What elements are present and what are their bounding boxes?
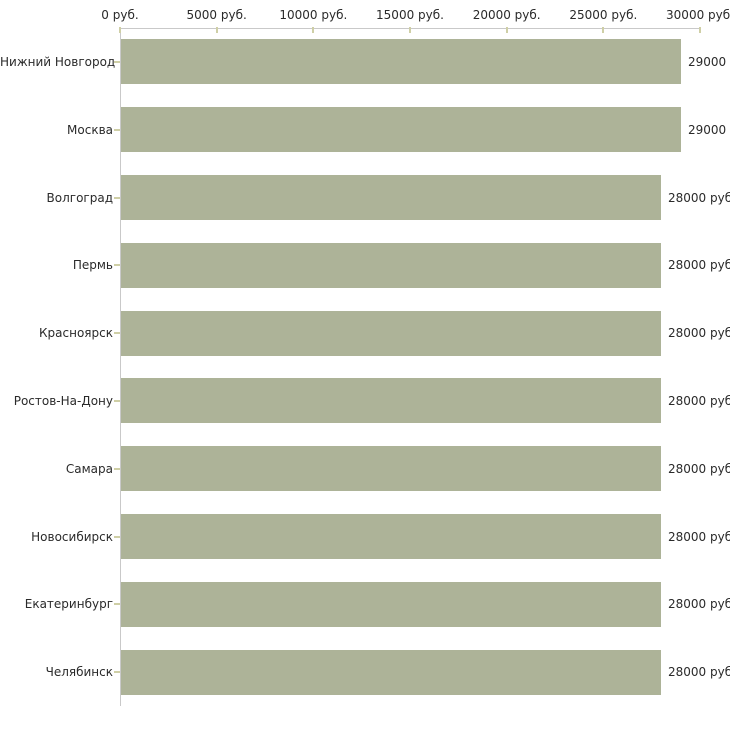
value-label: 28000 руб.: [668, 665, 730, 680]
x-axis-tick-mark: [409, 27, 411, 33]
x-axis-tick-mark: [119, 27, 121, 33]
y-axis-line: [120, 28, 121, 706]
x-axis-tick-label: 0 руб.: [101, 8, 139, 22]
value-label: 29000 руб.: [688, 54, 730, 69]
category-label: Ростов-На-Дону: [13, 393, 113, 408]
y-axis-tick-mark: [114, 535, 120, 538]
value-label: 28000 руб.: [668, 597, 730, 612]
y-axis-tick-mark: [114, 60, 120, 63]
value-label: 28000 руб.: [668, 393, 730, 408]
value-label: 28000 руб.: [668, 258, 730, 273]
bar: [121, 581, 661, 627]
bar: [121, 514, 661, 559]
y-axis-tick-mark: [114, 196, 120, 199]
bar: [121, 39, 681, 85]
bar: [121, 310, 661, 356]
y-axis-tick-mark: [114, 128, 120, 131]
bar: [121, 242, 661, 288]
value-label: 28000 руб.: [668, 529, 730, 544]
y-axis-tick-mark: [114, 671, 120, 674]
y-axis-tick-mark: [114, 603, 120, 606]
x-axis-tick-mark: [699, 27, 701, 33]
bar: [121, 175, 661, 220]
x-axis-tick-label: 10000 руб.: [279, 8, 348, 22]
bar: [121, 649, 661, 695]
x-axis-tick-mark: [602, 27, 605, 33]
value-label: 28000 руб.: [668, 461, 730, 476]
category-label: Пермь: [72, 258, 113, 273]
value-label: 28000 руб.: [668, 190, 730, 205]
category-label: Новосибирск: [31, 529, 113, 544]
category-label: Волгоград: [46, 190, 113, 205]
category-label: Нижний Новгород: [0, 54, 116, 69]
bar: [121, 107, 681, 153]
x-axis-tick-mark: [505, 27, 508, 33]
bar: [121, 378, 661, 424]
x-axis-tick-mark: [312, 27, 315, 33]
x-axis-tick-label: 25000 руб.: [569, 8, 638, 22]
y-axis-tick-mark: [114, 399, 120, 402]
category-label: Челябинск: [45, 665, 113, 680]
category-label: Москва: [67, 122, 113, 137]
y-axis-tick-mark: [114, 264, 120, 267]
category-label: Самара: [65, 461, 113, 476]
value-label: 28000 руб.: [668, 326, 730, 341]
category-label: Екатеринбург: [24, 597, 113, 612]
x-axis-tick-label: 5000 руб.: [186, 8, 247, 22]
y-axis-tick-mark: [114, 332, 120, 335]
x-axis-tick-label: 20000 руб.: [472, 8, 541, 22]
x-axis-tick-label: 30000 руб.: [666, 8, 730, 22]
category-label: Красноярск: [39, 326, 113, 341]
x-axis-tick-mark: [215, 27, 218, 33]
y-axis-tick-mark: [114, 467, 120, 470]
value-label: 29000 руб.: [688, 122, 730, 137]
x-axis-tick-label: 15000 руб.: [376, 8, 444, 22]
bar: [121, 446, 661, 492]
